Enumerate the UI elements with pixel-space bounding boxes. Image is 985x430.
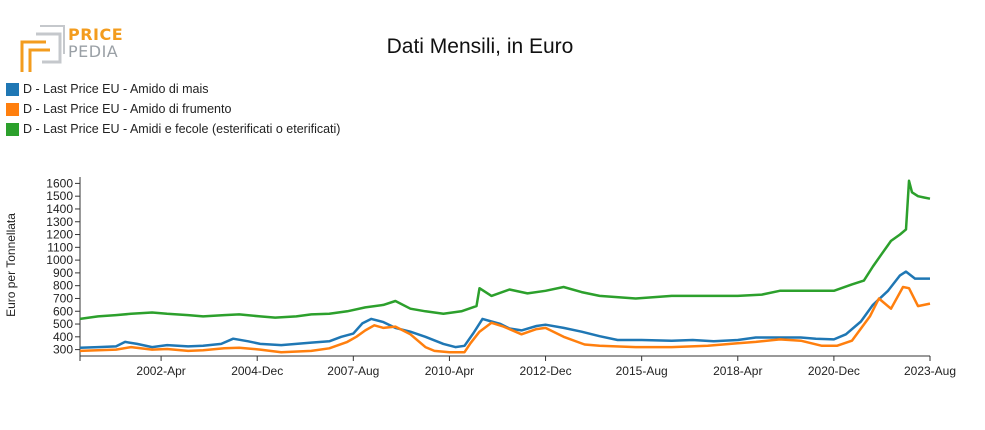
legend-label-frumento: D - Last Price EU - Amido di frumento <box>23 102 232 116</box>
y-tick-label: 1400 <box>46 202 73 216</box>
y-tick-label: 700 <box>53 291 73 305</box>
x-tick-label: 2012-Dec <box>520 364 572 378</box>
y-tick-label: 600 <box>53 304 73 318</box>
legend-swatch-frumento <box>6 102 19 116</box>
y-tick-label: 1600 <box>46 176 73 190</box>
chart-series-lines <box>79 179 931 354</box>
chart-axes: 3004005006007008009001000110012001300140… <box>46 176 956 378</box>
chart-legend: D - Last Price EU - Amido di mais D - La… <box>6 79 340 139</box>
y-tick-label: 900 <box>53 266 73 280</box>
x-tick-label: 2007-Aug <box>327 364 379 378</box>
y-tick-label: 500 <box>53 317 73 331</box>
logo-text-line2: PEDIA <box>68 42 119 61</box>
legend-item-mais[interactable]: D - Last Price EU - Amido di mais <box>6 79 340 99</box>
logo-text-line1: PRICE <box>68 25 124 44</box>
legend-swatch-mais <box>6 82 19 96</box>
series-line-amido-di-mais <box>79 270 930 349</box>
x-tick-label: 2020-Dec <box>808 364 860 378</box>
y-tick-label: 300 <box>53 343 73 357</box>
legend-label-fecole: D - Last Price EU - Amidi e fecole (este… <box>23 122 341 136</box>
x-tick-label: 2002-Apr <box>136 364 185 378</box>
chart-title: Dati Mensili, in Euro <box>386 35 574 58</box>
x-tick-label: 2023-Aug <box>904 364 956 378</box>
y-tick-label: 800 <box>53 279 73 293</box>
x-tick-label: 2018-Apr <box>713 364 762 378</box>
series-line-amidi-e-fecole <box>79 179 931 321</box>
legend-item-frumento[interactable]: D - Last Price EU - Amido di frumento <box>6 99 340 119</box>
y-tick-label: 1500 <box>46 189 73 203</box>
x-tick-label: 2015-Aug <box>616 364 668 378</box>
y-tick-label: 1100 <box>47 240 73 254</box>
legend-swatch-fecole <box>6 122 19 136</box>
x-tick-label: 2004-Dec <box>231 364 283 378</box>
series-line-amido-di-frumento <box>79 285 931 354</box>
legend-item-fecole[interactable]: D - Last Price EU - Amidi e fecole (este… <box>6 119 340 139</box>
x-tick-label: 2010-Apr <box>425 364 474 378</box>
legend-label-mais: D - Last Price EU - Amido di mais <box>23 82 209 96</box>
logo-mark-icon <box>20 25 65 72</box>
y-axis-label: Euro per Tonnellata <box>4 213 18 317</box>
y-tick-label: 1200 <box>46 228 73 242</box>
pricepedia-logo: PRICE PEDIA <box>20 22 130 74</box>
y-tick-label: 1000 <box>46 253 73 267</box>
y-tick-label: 400 <box>53 330 73 344</box>
y-tick-label: 1300 <box>46 215 73 229</box>
